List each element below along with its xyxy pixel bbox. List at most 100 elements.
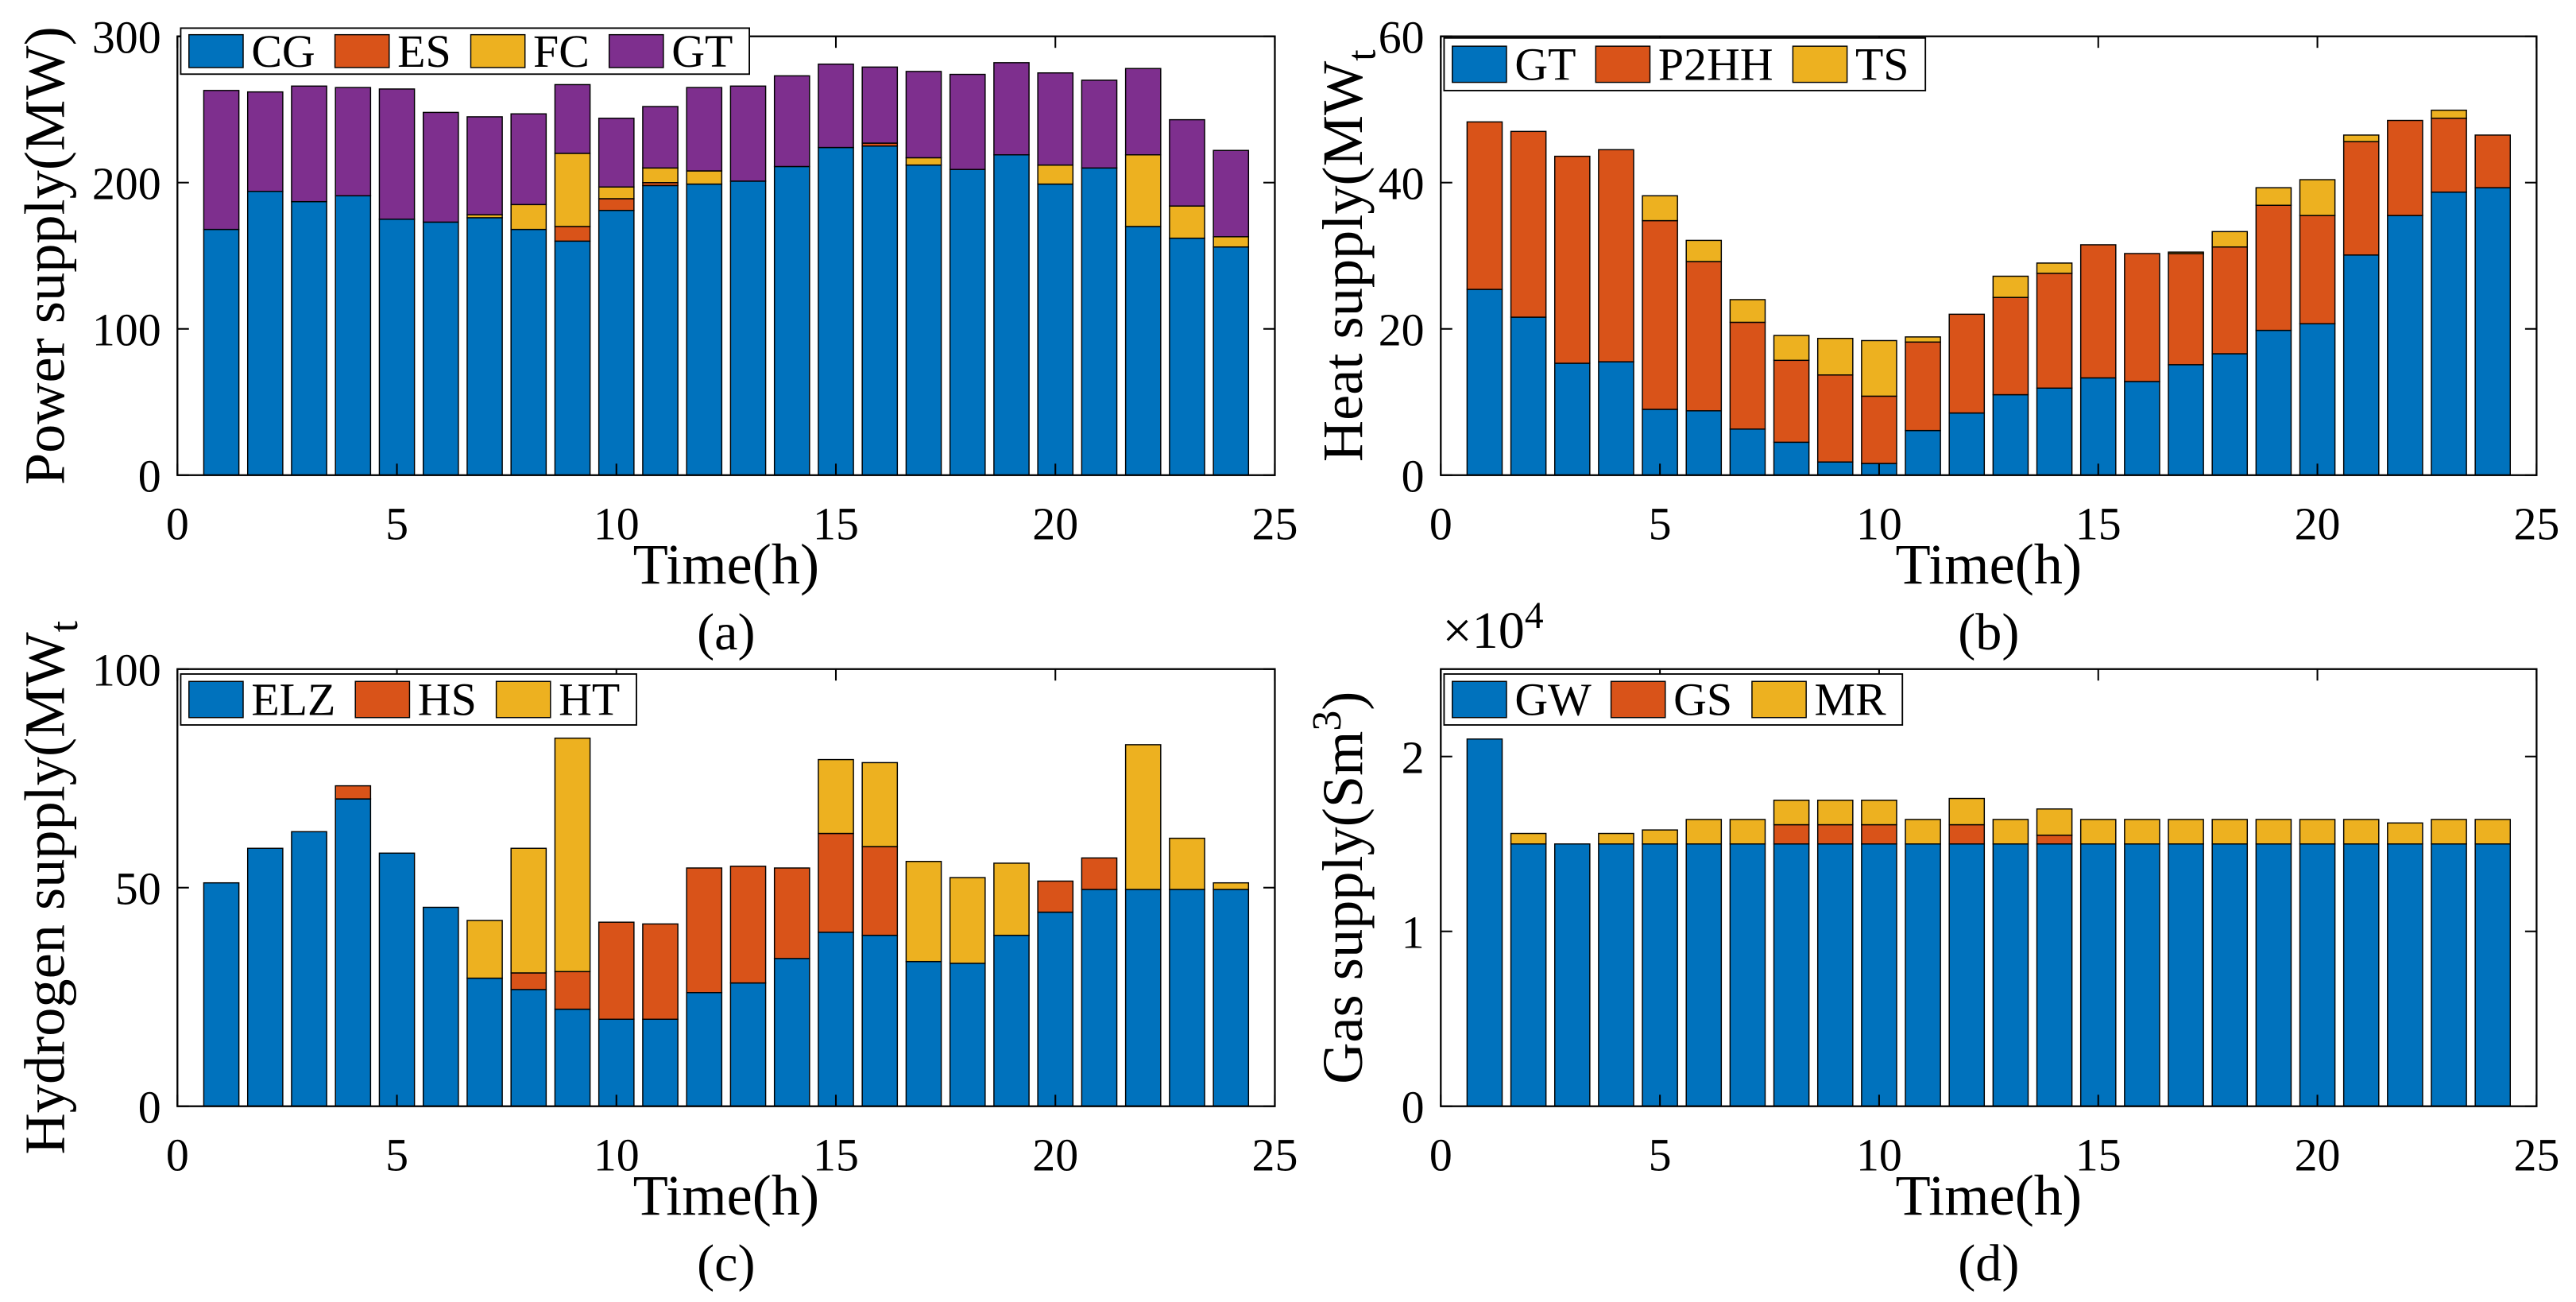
panel-a-bar-fc-hour-17 <box>905 157 942 166</box>
panel-d-bar-gw-hour-6 <box>1685 843 1723 1107</box>
panel-a-bar-cg-hour-6 <box>422 221 459 476</box>
panel-d-bar-gw-hour-18 <box>2211 843 2249 1107</box>
panel-a-ytick-label-100: 100 <box>92 304 161 355</box>
panel-b-ytick-label-60: 60 <box>1379 11 1425 63</box>
panel-b-bar-p2hh-hour-6 <box>1685 261 1723 412</box>
panel-b-bar-p2hh-hour-8 <box>1773 359 1810 444</box>
panel-d-bar-gw-hour-13 <box>1992 843 2029 1107</box>
panel-a-bar-cg-hour-15 <box>818 146 854 476</box>
panel-d-legend-box <box>1443 673 1904 726</box>
panel-d-ylabel-suffix: ) <box>1311 692 1375 711</box>
panel-b-legend-label-p2hh: P2HH <box>1658 39 1773 91</box>
panel-a-bar-cg-hour-1 <box>203 228 240 476</box>
panel-a-xlabel: Time(h) <box>633 533 820 596</box>
panel-b-bar-p2hh-hour-18 <box>2211 246 2249 355</box>
panel-d-bar-mr-hour-6 <box>1685 819 1723 845</box>
panel-d-ylabel: Gas supply(Sm3) <box>1305 692 1375 1084</box>
panel-d-bar-gw-hour-17 <box>2168 843 2204 1107</box>
panel-b-bar-gt-hour-17 <box>2168 364 2204 476</box>
panel-b-bar-ts-hour-13 <box>1992 275 2029 298</box>
panel-b-bar-ts-hour-6 <box>1685 239 1723 262</box>
panel-a-bar-gt-hour-5 <box>378 88 416 220</box>
panel-d-y-multiplier-exponent: 4 <box>1525 595 1544 637</box>
panel-d-bar-mr-hour-5 <box>1642 829 1678 845</box>
panel-a-bar-cg-hour-17 <box>905 164 942 476</box>
panel-b-bar-p2hh-hour-3 <box>1553 155 1591 364</box>
panel-c-bar-hs-hour-13 <box>729 866 767 984</box>
panel-d-legend-label-gs: GS <box>1673 674 1732 726</box>
panel-c-xtick-label-25: 25 <box>1252 1129 1298 1180</box>
panel-d-bar-mr-hour-20 <box>2299 819 2336 845</box>
panel-c-legend-swatch-ht <box>495 680 551 719</box>
panel-c-xtick-label-0: 0 <box>166 1129 189 1180</box>
panel-d-bar-mr-hour-13 <box>1992 819 2029 845</box>
panel-c-bar-elz-hour-2 <box>246 847 284 1107</box>
panel-a-bar-gt-hour-8 <box>510 113 547 206</box>
panel-d-ylabel-superscript: 3 <box>1305 711 1350 731</box>
panel-d-xtick-label-0: 0 <box>1429 1129 1452 1180</box>
panel-c-bar-hs-hour-4 <box>335 785 372 800</box>
panel-c-ytick-label-50: 50 <box>115 862 161 914</box>
panel-c-bar-elz-hour-8 <box>510 989 547 1107</box>
panel-a-caption: (a) <box>697 603 755 661</box>
panel-d-xlabel: Time(h) <box>1896 1164 2083 1227</box>
panel-d-bar-gw-hour-16 <box>2124 843 2160 1107</box>
panel-a-legend-swatch-gt <box>608 33 664 68</box>
panel-a-bar-gt-hour-21 <box>1081 79 1118 169</box>
panel-b-bar-gt-hour-15 <box>2079 377 2117 476</box>
panel-b-bar-ts-hour-23 <box>2431 109 2467 119</box>
panel-a-bar-cg-hour-9 <box>554 240 591 476</box>
panel-a-bar-gt-hour-18 <box>949 73 986 170</box>
panel-a-bar-cg-hour-8 <box>510 228 547 476</box>
panel-c-bar-elz-hour-4 <box>335 798 372 1107</box>
panel-d-bar-gw-hour-11 <box>1905 843 1941 1107</box>
panel-c-bar-elz-hour-9 <box>554 1008 591 1107</box>
panel-a-bar-cg-hour-18 <box>949 169 986 476</box>
panel-c-bar-hs-hour-9 <box>554 971 591 1010</box>
panel-a-bar-fc-hour-12 <box>686 170 723 185</box>
panel-c-bar-hs-hour-21 <box>1081 857 1118 890</box>
panel-d-legend-swatch-gw <box>1452 680 1507 719</box>
panel-d-bar-gw-hour-15 <box>2079 843 2117 1107</box>
panel-c-xtick-label-10: 10 <box>594 1129 640 1180</box>
panel-c-bar-hs-hour-15 <box>818 832 854 933</box>
panel-c-ytick-label-0: 0 <box>138 1081 161 1133</box>
panel-a-bar-gt-hour-20 <box>1037 72 1074 166</box>
panel-b-bar-gt-hour-24 <box>2474 187 2512 476</box>
panel-d-axes-box <box>1440 668 2538 1107</box>
panel-c-bar-elz-hour-1 <box>203 882 240 1107</box>
panel-d-bar-gs-hour-12 <box>1948 823 1986 845</box>
panel-d-bar-mr-hour-21 <box>2342 819 2380 845</box>
panel-c-xtick-label-5: 5 <box>385 1129 408 1180</box>
panel-b-legend-swatch-ts <box>1792 45 1848 83</box>
panel-b-bars <box>1466 109 2512 476</box>
panel-c-bar-elz-hour-22 <box>1124 889 1162 1107</box>
panel-d-legend-swatch-gs <box>1610 680 1666 719</box>
panel-b-bar-gt-hour-22 <box>2387 215 2423 476</box>
panel-d-y-multiplier: ×104 <box>1442 595 1543 660</box>
panel-a-bar-gt-hour-24 <box>1213 149 1250 238</box>
panel-a-xtick-label-0: 0 <box>166 498 189 549</box>
panel-c-bar-elz-hour-3 <box>291 831 327 1107</box>
panel-c-bar-ht-hour-17 <box>905 861 942 963</box>
panel-c-bar-hs-hour-14 <box>773 867 810 959</box>
panel-d-caption: (d) <box>1958 1234 2019 1292</box>
panel-d-bar-gw-hour-7 <box>1729 843 1766 1107</box>
panel-b-bar-gt-hour-20 <box>2299 323 2336 476</box>
panel-d-bar-mr-hour-12 <box>1948 797 1986 826</box>
panel-c-bar-hs-hour-20 <box>1037 880 1074 913</box>
panel-d-bar-mr-hour-23 <box>2431 819 2467 845</box>
panel-a-bar-gt-hour-19 <box>993 62 1030 156</box>
panel-b-bar-ts-hour-7 <box>1729 299 1766 324</box>
panel-b-ylabel: Heat supply(MWt <box>1311 49 1385 462</box>
panel-b-bar-p2hh-hour-16 <box>2124 253 2160 382</box>
panel-d-bar-mr-hour-4 <box>1598 832 1634 845</box>
panel-d-ytick-label-2: 2 <box>1402 731 1425 783</box>
panel-a-bar-gt-hour-7 <box>466 116 503 215</box>
panel-c-bar-elz-hour-7 <box>466 977 503 1107</box>
panel-a-bar-gt-hour-15 <box>818 63 854 149</box>
panel-b-xtick-label-5: 5 <box>1649 498 1672 549</box>
panel-a-bar-cg-hour-21 <box>1081 167 1118 476</box>
panel-c-xlabel: Time(h) <box>633 1164 820 1227</box>
